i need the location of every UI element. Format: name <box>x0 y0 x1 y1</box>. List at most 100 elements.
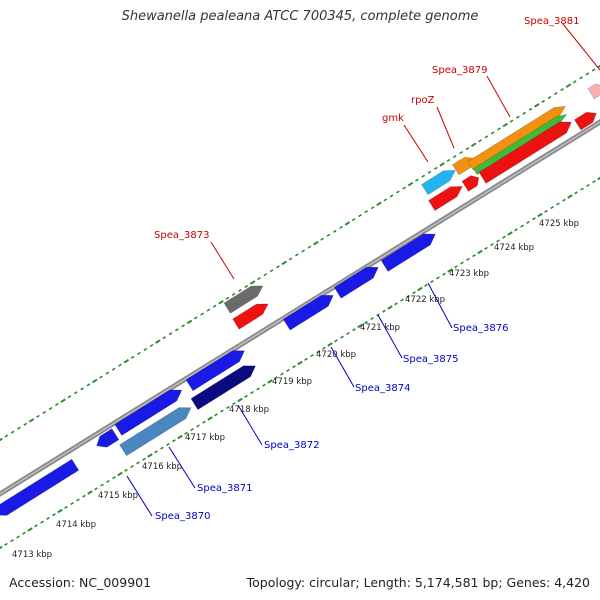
gene-spea-3881 <box>587 83 600 100</box>
tick-mark <box>344 221 351 226</box>
gene-label-spea-3876[interactable]: Spea_3876 <box>453 323 508 334</box>
gene-spea-3871 <box>114 389 183 436</box>
label-leader-lines <box>126 23 600 517</box>
leader-line <box>562 23 600 71</box>
tick-mark <box>452 154 457 159</box>
gene-label-spea-3879[interactable]: Spea_3879 <box>432 65 487 76</box>
tick-mark <box>439 162 445 167</box>
gene-spea-3872-alt <box>119 407 192 457</box>
gene-spea-3873-red <box>232 303 269 330</box>
tick-mark <box>269 269 274 273</box>
tick-mark <box>175 328 179 332</box>
tick-mark <box>446 158 451 163</box>
gene-label-spea-3874[interactable]: Spea_3874 <box>355 383 410 394</box>
tick-mark <box>288 257 293 261</box>
kbp-tick-label: 4713 kbp <box>12 550 52 560</box>
tick-mark <box>232 402 236 406</box>
tick-mark <box>160 446 164 450</box>
tick-mark <box>106 479 110 483</box>
gene-spea-3874 <box>190 365 256 411</box>
kbp-tick-label: 4721 kbp <box>360 323 400 333</box>
tick-mark <box>55 402 59 407</box>
gene-spea-3873 <box>223 285 264 314</box>
tick-mark <box>334 339 338 343</box>
tick-mark <box>454 265 458 269</box>
tick-mark <box>297 360 303 366</box>
leader-line <box>486 75 511 118</box>
tick-mark <box>591 68 596 72</box>
tick-mark <box>304 357 308 361</box>
gene-label-spea-3875[interactable]: Spea_3875 <box>403 354 458 365</box>
gene-spea-3876 <box>333 266 379 299</box>
tick-mark <box>507 231 513 236</box>
tick-mark <box>220 409 224 413</box>
gene-label-spea-3872[interactable]: Spea_3872 <box>264 440 319 451</box>
gene-label-spea-3871[interactable]: Spea_3871 <box>197 483 252 494</box>
tick-mark <box>574 191 578 195</box>
tick-mark <box>421 174 425 178</box>
tick-mark <box>424 283 428 287</box>
tick-mark <box>64 505 68 509</box>
tick-mark <box>586 183 590 187</box>
gene-label-rpoz[interactable]: rpoZ <box>411 95 435 106</box>
leader-line <box>210 241 235 280</box>
gene-label-spea-3873[interactable]: Spea_3873 <box>154 230 209 241</box>
tick-mark <box>94 487 98 491</box>
tick-mark <box>196 424 200 428</box>
tick-mark <box>400 298 404 302</box>
tick-mark <box>547 95 552 100</box>
tick-mark <box>244 394 248 398</box>
tick-mark <box>267 379 273 384</box>
tick-mark <box>136 461 140 465</box>
kbp-tick-label: 4720 kbp <box>316 350 356 360</box>
tick-mark <box>207 416 213 421</box>
kbp-tick-label: 4714 kbp <box>56 520 96 530</box>
tick-mark <box>478 139 482 143</box>
tick-mark <box>52 513 56 517</box>
tick-mark <box>358 214 362 218</box>
tick-mark <box>376 201 382 207</box>
tick-mark <box>111 367 116 371</box>
tick-mark <box>186 319 193 325</box>
tick-mark <box>184 431 188 435</box>
tick-mark <box>526 220 530 224</box>
tick-mark <box>470 142 477 147</box>
tick-mark <box>562 198 566 202</box>
tick-mark <box>346 331 350 335</box>
tick-mark <box>430 280 434 284</box>
tick-mark <box>484 135 489 139</box>
tick-mark <box>550 206 554 210</box>
tick-mark <box>155 339 161 344</box>
tick-mark <box>580 187 584 191</box>
gene-label-spea-3881[interactable]: Spea_3881 <box>524 16 579 27</box>
tick-mark <box>383 198 388 202</box>
gene-label-spea-3870[interactable]: Spea_3870 <box>155 511 210 522</box>
tick-mark <box>407 181 414 187</box>
tick-mark <box>364 320 368 324</box>
tick-mark <box>396 190 400 194</box>
tick-mark <box>112 476 116 480</box>
tick-mark <box>4 434 9 438</box>
tick-mark <box>528 107 533 111</box>
gene-spea-3875 <box>282 294 334 331</box>
tick-mark <box>537 212 543 218</box>
tick-mark <box>412 291 416 295</box>
tick-mark <box>389 194 394 198</box>
tick-mark <box>4 542 8 546</box>
tick-mark <box>67 395 72 399</box>
outer-tick-track <box>0 64 600 442</box>
leader-line <box>427 282 453 329</box>
gene-spea-3880 <box>478 121 572 184</box>
kbp-tick-label: 4717 kbp <box>185 433 225 443</box>
tick-mark <box>382 309 386 313</box>
tick-mark <box>509 119 514 123</box>
tick-mark <box>263 273 268 277</box>
tick-mark <box>560 88 564 92</box>
tick-mark <box>320 237 324 241</box>
gene-rpoz-red <box>461 175 480 192</box>
gene-label-gmk[interactable]: gmk <box>382 113 404 124</box>
tick-mark <box>212 304 217 308</box>
tick-mark <box>402 186 407 190</box>
tick-mark <box>27 527 33 532</box>
